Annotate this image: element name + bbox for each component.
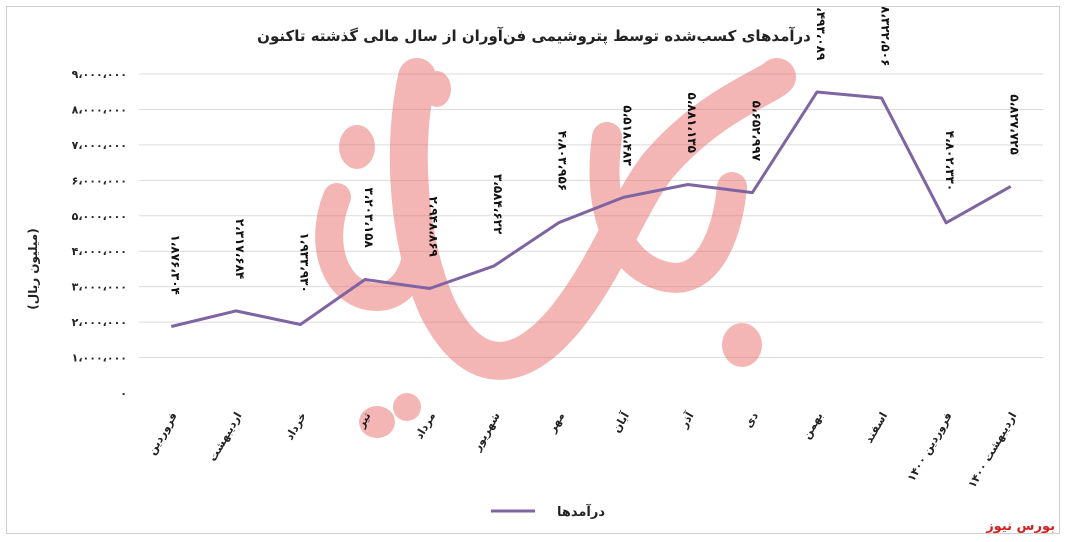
line-chart: درآمدهای کسب‌شده توسط پتروشیمی فن‌آوران … <box>26 0 1055 534</box>
x-tick-label: آبان <box>609 409 632 435</box>
series-layer <box>170 90 1012 328</box>
x-tick-label: فروردین <box>145 410 180 457</box>
watermark-logo <box>315 58 796 438</box>
x-tick-label: اردیبهشت <box>206 410 244 464</box>
watermark-dot <box>359 406 395 438</box>
y-axis-label: (میلیون ریال) <box>26 228 41 309</box>
series-line <box>170 90 1012 328</box>
data-label: ۱،۸۷۶،۳۰۴ <box>168 234 182 294</box>
x-tick-label: خرداد <box>283 410 309 442</box>
data-label: ۲،۳۱۷،۶۸۴ <box>233 219 247 279</box>
data-label: ۲،۹۴۸،۸۶۹ <box>427 196 441 257</box>
watermark-stroke <box>389 58 796 380</box>
data-label: ۴،۸۰۲،۳۳۰ <box>943 131 957 191</box>
x-tick-label: آذر <box>676 409 697 431</box>
data-label-layer: ۱،۸۷۶،۳۰۴ ۲،۳۱۷،۶۸۴ ۱،۹۳۳،۹۳۰ ۳،۲۰۳،۱۵۸ ۲،۹۴… <box>168 0 1022 295</box>
y-tick-label: ۴،۰۰۰،۰۰۰ <box>72 245 127 258</box>
data-label: ۸،۳۲۲،۵۰۶ <box>879 7 893 66</box>
data-label: ۵،۸۲۷،۷۲۵ <box>1008 94 1022 154</box>
y-tick-label: ۱،۰۰۰،۰۰۰ <box>72 352 127 365</box>
watermark-dot <box>722 323 762 367</box>
watermark-stroke <box>589 122 747 293</box>
data-label: ۵،۵۱۸،۴۸۳ <box>620 105 634 166</box>
x-tick-label: اردیبهشت ۱۴۰۰ <box>965 410 1019 490</box>
watermark-dot <box>423 71 451 107</box>
y-tick-label: ۹،۰۰۰،۰۰۰ <box>72 68 127 81</box>
data-label: ۸،۴۹۳،۰۸۹ <box>814 7 828 61</box>
x-tick-label: اسفند <box>862 410 890 445</box>
x-tick-label: شهریور <box>470 410 503 454</box>
y-tick-label: ۳،۰۰۰،۰۰۰ <box>72 281 127 294</box>
watermark-stroke <box>315 183 432 312</box>
source-credit: بورس نیوز <box>985 519 1055 534</box>
x-tick-label: دی <box>742 410 761 430</box>
y-tick-label: ۶،۰۰۰،۰۰۰ <box>72 174 127 187</box>
y-tick-label: ۰ <box>120 387 127 400</box>
data-label: ۳،۵۸۴،۶۲۲ <box>491 174 505 235</box>
watermark-dot <box>339 125 375 169</box>
axis-layer: ۰ ۱،۰۰۰،۰۰۰ ۲،۰۰۰،۰۰۰ ۳،۰۰۰،۰۰۰ ۴،۰۰۰،۰۰۰ ۵،۰… <box>72 68 1020 490</box>
y-tick-label: ۲،۰۰۰،۰۰۰ <box>72 316 127 329</box>
data-label: ۵،۸۸۱،۱۳۵ <box>685 93 699 153</box>
y-tick-label: ۵،۰۰۰،۰۰۰ <box>72 210 127 223</box>
y-tick-label: ۸،۰۰۰،۰۰۰ <box>72 103 127 116</box>
data-label: ۴،۸۰۳،۹۵۶ <box>556 131 570 191</box>
data-label: ۳،۲۰۳،۱۵۸ <box>362 187 376 248</box>
watermark-dot <box>393 393 421 421</box>
x-tick-label: بهمن <box>800 410 826 441</box>
chart-title: درآمدهای کسب‌شده توسط پتروشیمی فن‌آوران … <box>257 27 811 46</box>
y-tick-label: ۷،۰۰۰،۰۰۰ <box>72 139 127 152</box>
chart-frame: درآمدهای کسب‌شده توسط پتروشیمی فن‌آوران … <box>6 0 1060 534</box>
x-tick-label: فروردین ۱۴۰۰ <box>905 410 955 484</box>
data-label: ۵،۶۵۲،۹۹۷ <box>749 101 763 162</box>
legend-label: درآمدها <box>557 503 605 520</box>
data-label: ۱،۹۳۳،۹۳۰ <box>297 232 311 292</box>
x-tick-label: مهر <box>545 410 567 435</box>
legend: درآمدها <box>491 503 605 520</box>
